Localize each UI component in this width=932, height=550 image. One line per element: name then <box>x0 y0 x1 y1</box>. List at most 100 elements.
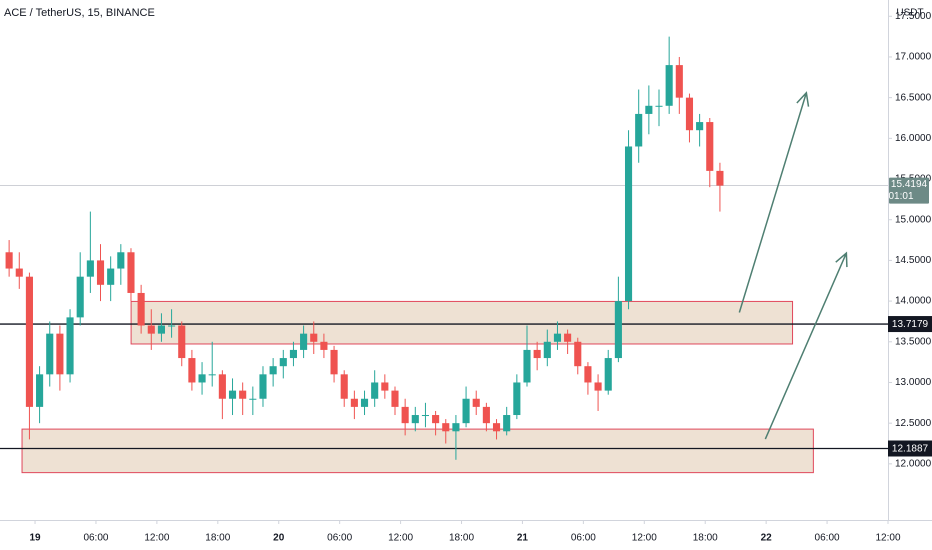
chart-title: ACE / TetherUS, 15, BINANCE <box>4 7 155 19</box>
candle-body <box>56 333 64 375</box>
price-label: 12.1887 <box>892 444 929 455</box>
price-label-box <box>888 440 932 457</box>
candle-body <box>15 268 23 277</box>
candle-body <box>46 333 54 375</box>
x-tick-label: 06:00 <box>83 533 108 544</box>
candle-body <box>239 390 247 399</box>
x-tick-label: 21 <box>517 533 529 544</box>
candle-body <box>360 398 369 407</box>
x-tick-label: 22 <box>761 533 773 544</box>
candle-body <box>513 382 521 416</box>
candle-body <box>442 423 450 432</box>
candle-body <box>665 65 673 106</box>
candle-body <box>452 423 460 432</box>
candle-body <box>624 146 633 302</box>
candle-body <box>635 113 643 147</box>
plot <box>0 36 888 474</box>
candle-body <box>574 341 582 367</box>
candle-body <box>188 358 196 383</box>
candle-body <box>330 349 338 375</box>
candle-body <box>432 415 440 424</box>
zone <box>21 428 814 474</box>
candle-body <box>503 415 511 432</box>
candle-body <box>198 374 206 383</box>
y-tick-label: 16.5000 <box>895 92 932 103</box>
candle-body <box>462 398 470 424</box>
arrow <box>764 251 848 440</box>
x-tick-label: 12:00 <box>144 533 169 544</box>
candle-body <box>107 268 115 285</box>
last-price-box <box>889 177 929 204</box>
last-price-label: 15.4194 <box>891 179 928 190</box>
candle-body <box>310 333 318 342</box>
x-tick-label: 18:00 <box>693 533 718 544</box>
x-tick-label: 19 <box>29 533 41 544</box>
candle-body <box>584 366 592 383</box>
x-tick-label: 06:00 <box>327 533 352 544</box>
x-tick-label: 20 <box>273 533 285 544</box>
y-tick-label: 16.0000 <box>895 133 932 144</box>
zone <box>130 300 794 345</box>
candle-body <box>289 349 297 359</box>
candle-body <box>249 398 257 400</box>
candle-body <box>5 252 13 269</box>
x-tick-label: 12:00 <box>388 533 413 544</box>
candle-body <box>381 382 389 391</box>
candle-body <box>86 260 94 277</box>
x-tick-label: 06:00 <box>815 533 840 544</box>
candle-body <box>228 390 237 399</box>
y-tick-label: 12.0000 <box>895 458 932 469</box>
y-tick-label: 17.5000 <box>895 11 932 22</box>
candle-body <box>178 325 186 359</box>
candle-body <box>25 276 33 407</box>
price-label-box <box>888 316 932 333</box>
candle-body <box>645 105 653 114</box>
candle-body <box>96 260 105 285</box>
candle-body <box>401 406 409 424</box>
candle-body <box>76 276 84 318</box>
y-tick-label: 14.5000 <box>895 255 932 266</box>
y-tick-label: 12.5000 <box>895 418 932 429</box>
candle-body <box>127 252 135 293</box>
candle-body <box>472 398 480 407</box>
x-tick-label: 12:00 <box>875 533 900 544</box>
candle-body <box>157 325 165 334</box>
candle-body <box>604 358 612 391</box>
candle-body <box>218 374 226 399</box>
candle-body <box>117 252 125 269</box>
y-tick-label: 13.5000 <box>895 336 932 347</box>
candle-body <box>391 390 399 407</box>
candle-body <box>421 415 430 417</box>
candle-body <box>411 415 419 424</box>
currency-label[interactable]: USDT <box>896 8 923 19</box>
candle-body <box>371 382 379 399</box>
candle-body <box>350 398 358 407</box>
arrow <box>738 91 810 313</box>
candle-body <box>269 366 277 375</box>
candle-body <box>685 97 694 131</box>
x-tick-label: 18:00 <box>449 533 474 544</box>
candle-body <box>259 374 267 399</box>
candle-body <box>168 325 176 327</box>
candle-body <box>208 374 216 376</box>
candle-body <box>523 349 531 383</box>
candle-body <box>655 105 663 107</box>
candle-body <box>66 317 74 375</box>
candle-body <box>300 333 308 350</box>
candle-body <box>716 170 724 186</box>
candle-body <box>137 292 145 326</box>
candle-body <box>706 122 714 171</box>
x-tick-label: 18:00 <box>205 533 230 544</box>
y-tick-label: 13.0000 <box>895 377 932 388</box>
countdown-label: 01:01 <box>888 191 913 202</box>
price-label: 13.7179 <box>892 319 929 330</box>
candle-body <box>279 358 287 367</box>
x-tick-label: 12:00 <box>632 533 657 544</box>
candle-body <box>492 423 501 432</box>
candle-body <box>482 406 490 424</box>
candle-body <box>675 65 683 98</box>
candle-body <box>614 301 622 359</box>
candle-body <box>564 333 572 342</box>
